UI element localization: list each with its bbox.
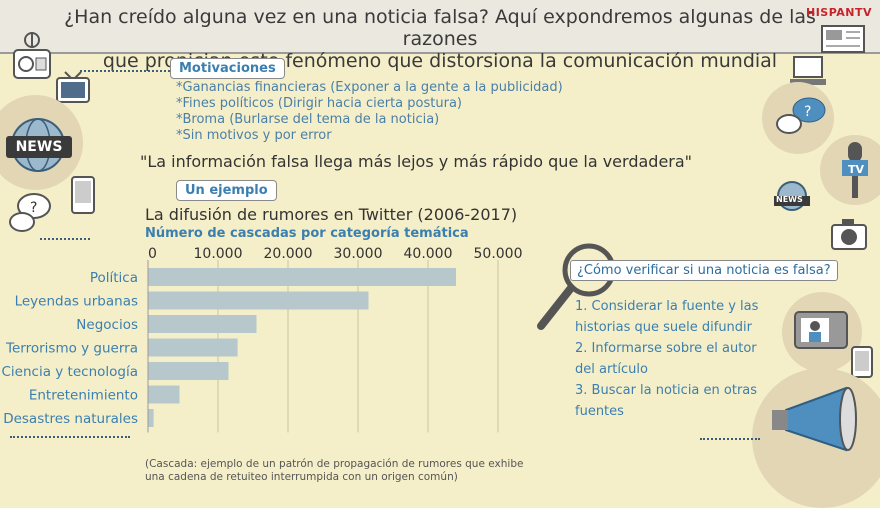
verify-title: ¿Cómo verificar si una noticia es falsa? [570,260,838,281]
radio-icon [12,30,52,84]
motivacion-item: *Fines políticos (Dirigir hacia cierta p… [176,96,462,111]
verify-step: fuentes [575,404,624,419]
tablet-icon [850,345,874,383]
chart-title: La difusión de rumores en Twitter (2006-… [145,205,518,224]
verify-step: 1. Considerar la fuente y las [575,299,759,314]
verify-step: historias que suele difundir [575,320,753,335]
x-tick-label: 40.000 [404,246,453,262]
page-title: ¿Han creído alguna vez en una noticia fa… [40,6,840,72]
svg-text:?: ? [30,200,37,216]
connector-line [80,70,170,72]
bar [148,315,257,333]
tv-label: TV [848,163,865,176]
category-label: Negocios [76,317,138,333]
news-globe-icon [772,180,812,218]
x-tick-label: 20.000 [264,246,313,262]
speech-question-icon: ? [8,192,54,240]
x-tick-label: 0 [148,246,157,262]
motivacion-item: *Ganancias financieras (Exponer a la gen… [176,80,563,95]
news-badge: NEWS [6,136,72,158]
category-label: Ciencia y tecnología [2,364,139,380]
camera-icon [830,215,868,257]
category-label: Entretenimiento [29,388,138,404]
bar [148,268,456,286]
connector-line [700,438,760,440]
bar [148,385,180,404]
phone-icon [70,175,96,219]
bar [148,362,229,380]
bar [148,338,238,357]
connector-line [40,238,90,240]
x-tick-label: 30.000 [334,246,383,262]
brand-logo: HISPANTV [805,6,872,19]
connector-line [10,436,130,438]
motivaciones-label: Motivaciones [170,58,285,79]
newspaper-icon [820,24,866,58]
category-label: Política [90,270,138,286]
footnote-line1: (Cascada: ejemplo de un patrón de propag… [145,458,524,470]
page-title-line2: que propician este fenómeno que distorsi… [102,50,778,72]
bar [148,409,154,427]
category-label: Desastres naturales [3,411,138,427]
megaphone-icon [766,380,876,464]
bar-chart: 0 10.000 20.000 30.000 40.000 50.000 Política L… [2,246,523,433]
ejemplo-label: Un ejemplo [176,180,277,201]
svg-text:?: ? [804,104,811,120]
tv-presenter-icon [793,310,849,354]
category-label: Leyendas urbanas [15,294,138,310]
verify-step: 2. Informarse sobre el autor [575,341,757,356]
header-banner [0,0,880,54]
chart-footnote: (Cascada: ejemplo de un patrón de propag… [145,458,523,484]
verify-step: 3. Buscar la noticia en otras [575,383,758,398]
x-tick-label: 50.000 [474,246,523,262]
page-title-line1: ¿Han creído alguna vez en una noticia fa… [64,6,816,50]
motivacion-item: *Broma (Burlarse del tema de la noticia) [176,112,440,127]
verify-step: del artículo [575,362,648,377]
laptop-icon [788,55,828,91]
tv-news-icon [55,70,91,110]
microphone-icon [838,140,872,204]
footnote-line2: una cadena de retuiteo interrumpida con … [145,471,458,483]
motivacion-item: *Sin motivos y por error [176,128,332,143]
category-label: Terrorismo y guerra [5,341,138,357]
x-tick-label: 10.000 [194,246,243,262]
chart-subtitle: Número de cascadas por categoría temátic… [145,226,469,241]
news-small-label: NEWS [776,195,803,204]
chat-question-icon: ? [775,96,827,140]
quote-text: "La información falsa llega más lejos y … [140,152,693,171]
bar [148,291,369,310]
